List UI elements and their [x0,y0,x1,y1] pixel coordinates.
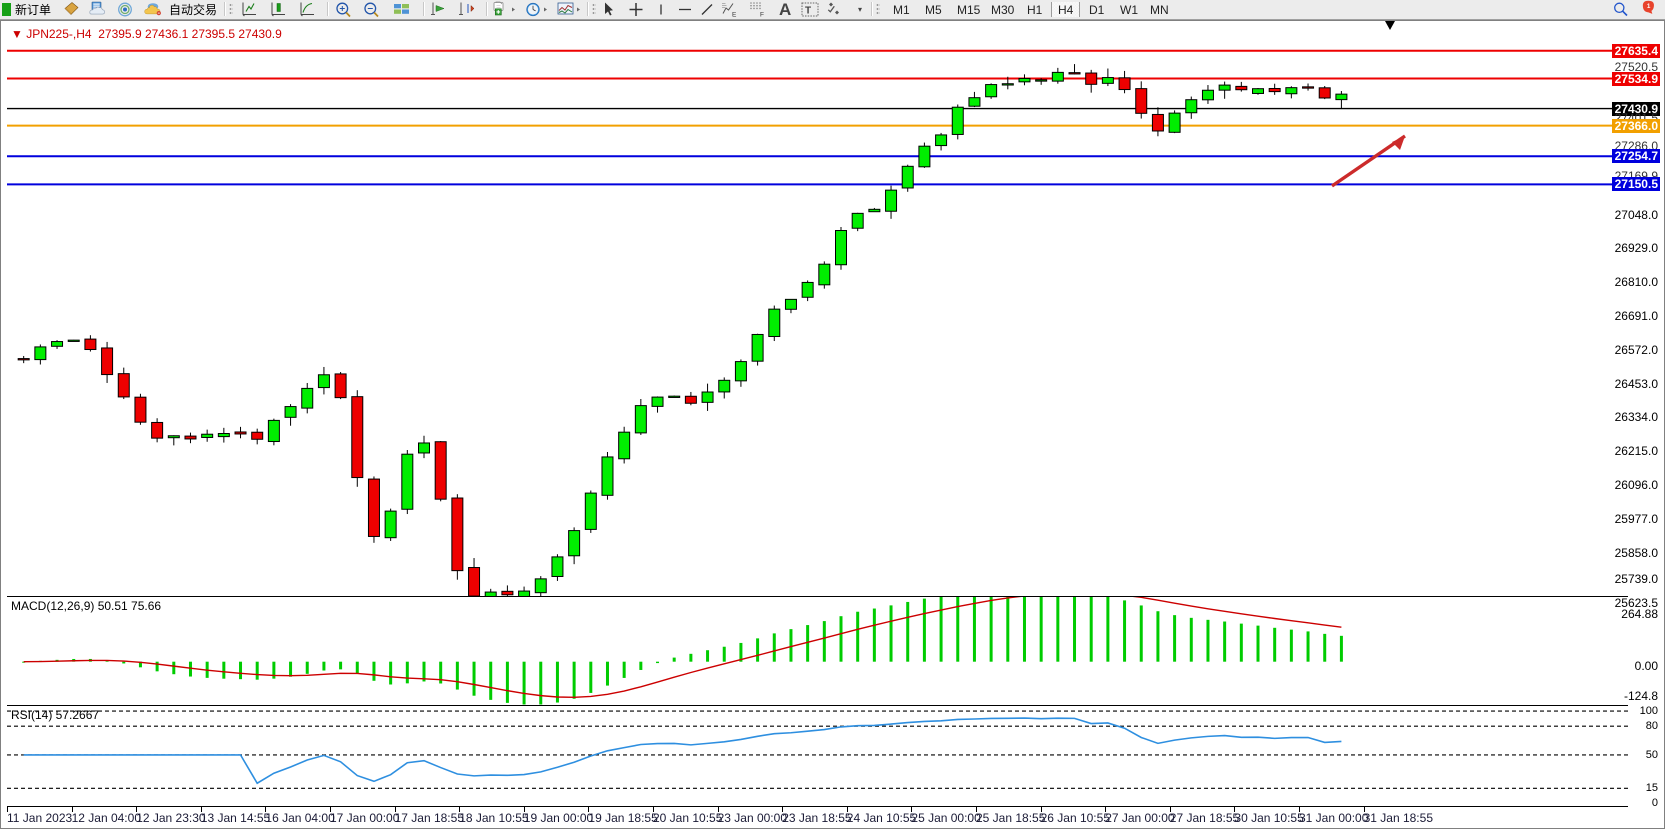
svg-text:E: E [732,12,737,19]
svg-text:T: T [805,6,811,17]
svg-text:1: 1 [1647,3,1651,10]
svg-text:F: F [760,12,764,19]
